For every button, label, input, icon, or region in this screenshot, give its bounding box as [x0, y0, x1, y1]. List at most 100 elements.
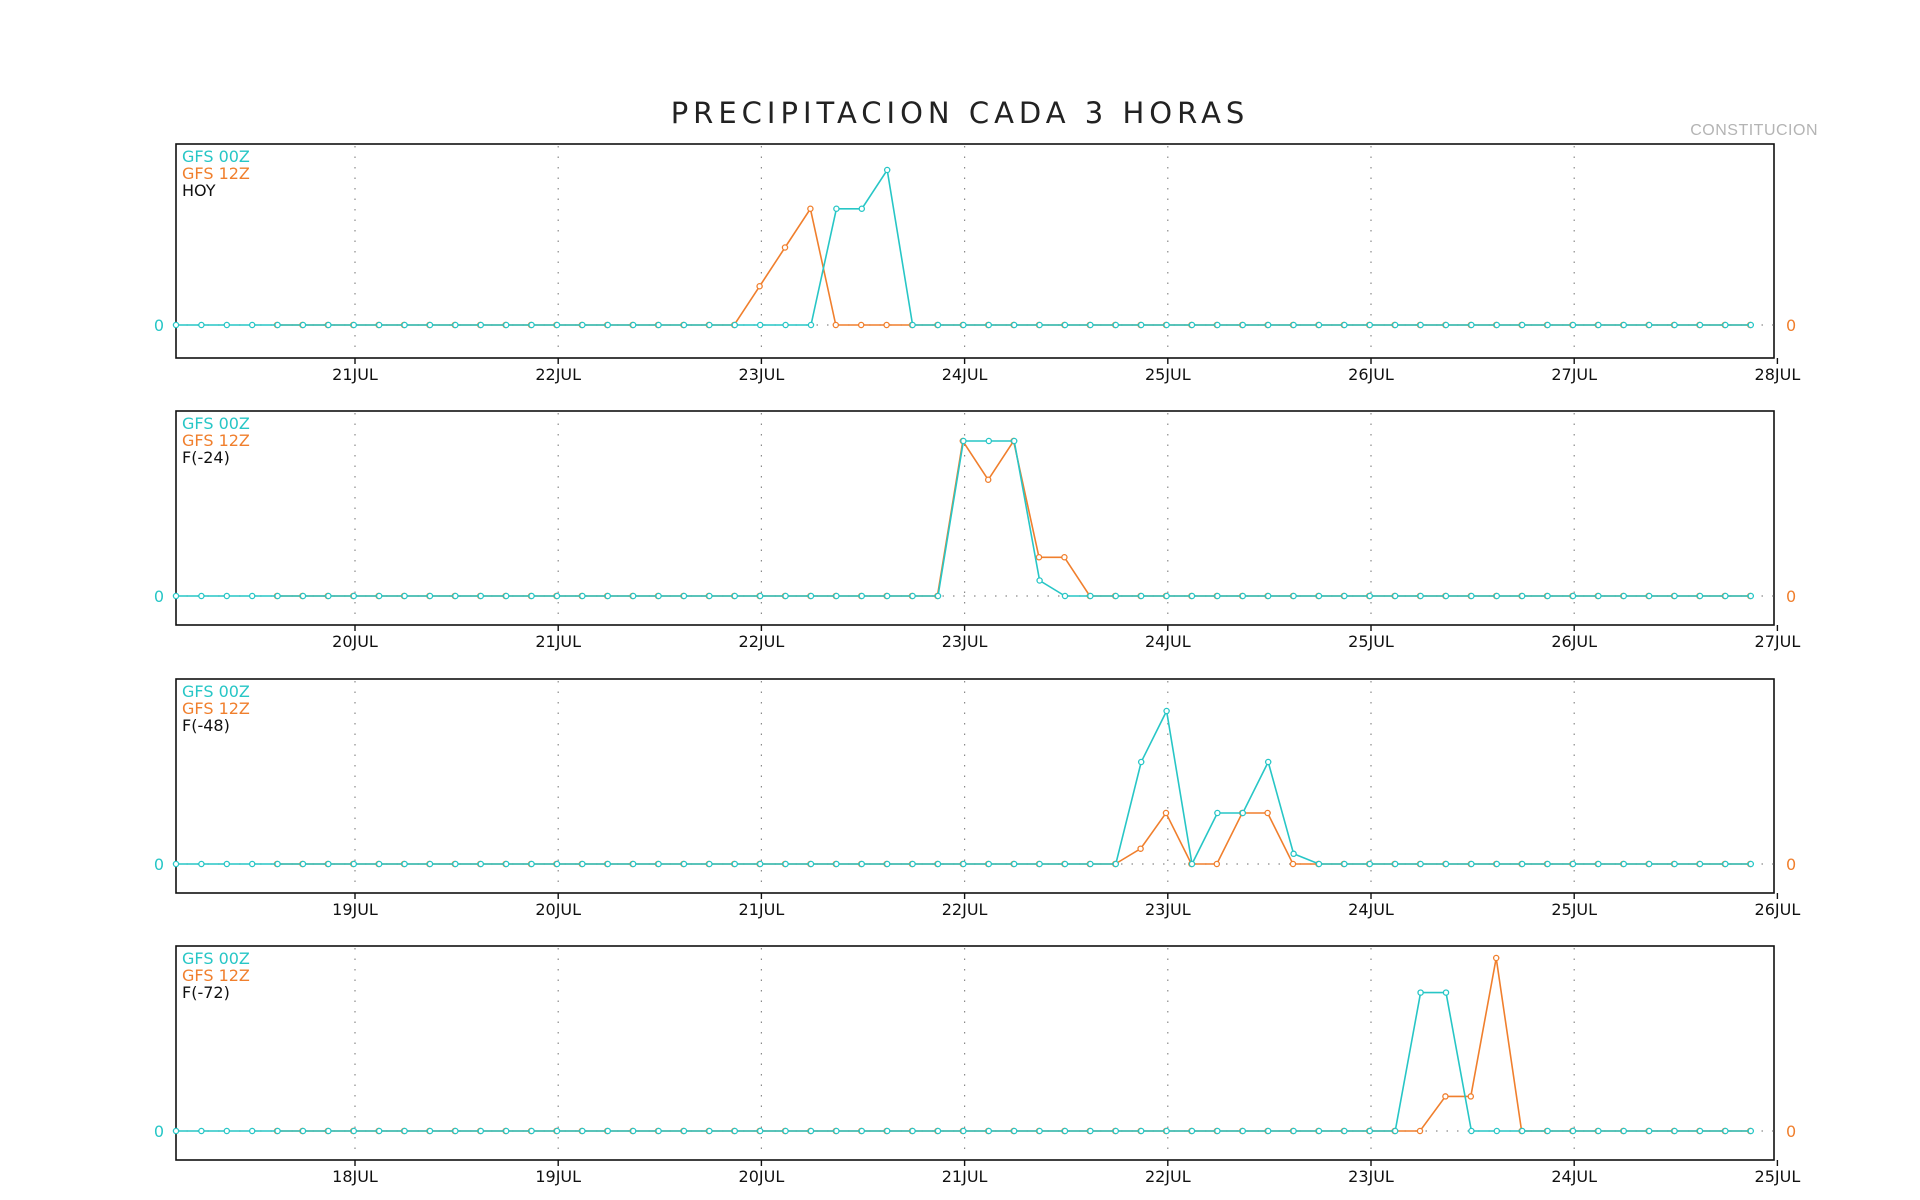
series-gfs00z-point	[274, 592, 281, 600]
series-gfs00z-point	[1696, 321, 1704, 329]
series-gfs00z-point	[223, 592, 231, 600]
series-gfs00z-point	[1137, 592, 1145, 600]
series-gfs00z-point	[655, 592, 662, 600]
series-gfs00z-point	[223, 1127, 231, 1135]
legend-run-label: HOY	[182, 181, 216, 200]
series-gfs00z-point	[1747, 860, 1755, 868]
series-gfs00z-point	[477, 321, 485, 329]
x-tick-label: 21JUL	[535, 632, 581, 651]
series-gfs00z-point	[680, 1127, 688, 1135]
x-tick-label: 25JUL	[1755, 1167, 1801, 1186]
series-gfs00z-point	[629, 1127, 637, 1135]
series-gfs00z-point	[883, 592, 891, 600]
series-gfs00z-point	[1163, 1127, 1170, 1135]
series-gfs00z-point	[1341, 321, 1348, 329]
series-gfs12z-point	[1442, 1093, 1449, 1100]
series-gfs00z-point	[1036, 860, 1043, 868]
series-gfs00z-point	[934, 1127, 942, 1135]
series-gfs00z-point	[1290, 1127, 1297, 1135]
series-gfs00z-point	[274, 860, 281, 868]
series-gfs00z-point	[528, 860, 535, 868]
series-gfs00z-point	[909, 592, 916, 600]
series-gfs00z-point	[1391, 321, 1399, 329]
series-gfs12z	[277, 957, 1751, 1132]
series-gfs00z-point	[1036, 1127, 1043, 1135]
series-gfs00z-point	[452, 1127, 459, 1135]
series-gfs00z-point	[1620, 592, 1628, 600]
series-gfs00z-point	[1137, 758, 1145, 766]
legend-item: GFS 00Z	[182, 147, 250, 166]
x-tick-label: 21JUL	[739, 900, 785, 919]
series-gfs00z-point	[1087, 860, 1094, 868]
series-gfs00z-point	[1188, 321, 1196, 329]
series-gfs00z-point	[401, 1127, 408, 1135]
series-gfs00z-point	[1391, 860, 1399, 868]
series-gfs00z-point	[1214, 592, 1221, 600]
series-gfs00z-point	[1595, 860, 1602, 868]
series-gfs00z-point	[934, 592, 942, 600]
series-gfs00z-point	[579, 592, 586, 600]
series-gfs00z-point	[731, 321, 739, 329]
y-label-right: 0	[1786, 587, 1796, 606]
legend-item: GFS 00Z	[182, 414, 250, 433]
series-gfs00z-point	[1518, 1127, 1526, 1135]
series-gfs00z-point	[1036, 321, 1043, 329]
series-gfs00z-point	[325, 1127, 332, 1135]
panel-frame	[175, 678, 1775, 894]
series-gfs00z	[176, 167, 1751, 326]
series-gfs00z-point	[1747, 321, 1755, 329]
series-gfs00z-point	[1468, 1127, 1475, 1135]
x-tick-label: 26JUL	[1348, 365, 1394, 384]
series-gfs00z-point	[833, 1127, 840, 1135]
series-gfs00z-point	[1366, 860, 1374, 868]
series-gfs00z-point	[1645, 592, 1653, 600]
series-gfs00z-point	[1087, 321, 1094, 329]
series-gfs00z-point	[1747, 592, 1755, 600]
series-gfs00z-point	[198, 321, 205, 329]
x-tick-label: 22JUL	[535, 365, 581, 384]
series-gfs00z-point	[1366, 1127, 1374, 1135]
series-gfs00z-point	[1747, 1127, 1755, 1135]
series-gfs00z-point	[756, 1127, 764, 1135]
series-gfs00z-point	[1061, 592, 1069, 600]
y-label-left: 0	[154, 587, 164, 606]
series-gfs00z-point	[1442, 592, 1450, 600]
series-gfs00z-point	[1645, 321, 1653, 329]
series-gfs00z-point	[756, 321, 764, 329]
series-gfs00z-point	[807, 860, 815, 868]
series-gfs00z-point	[299, 1127, 307, 1135]
x-tick-label: 26JUL	[1551, 632, 1597, 651]
series-gfs00z-point	[1518, 321, 1526, 329]
x-tick-label: 22JUL	[739, 632, 785, 651]
x-tick-label: 24JUL	[1551, 1167, 1597, 1186]
series-gfs00z	[176, 991, 1751, 1132]
series-gfs00z-point	[1188, 1127, 1196, 1135]
panel-frame	[175, 143, 1775, 359]
series-gfs00z-point	[807, 592, 815, 600]
series-gfs00z-point	[629, 592, 637, 600]
series-gfs12z-point	[756, 282, 763, 290]
series-gfs00z-point	[172, 321, 180, 329]
series-gfs00z-point	[1010, 437, 1018, 445]
y-label-left: 0	[154, 855, 164, 874]
series-gfs00z-point	[477, 1127, 485, 1135]
series-gfs00z-point	[502, 860, 510, 868]
x-tick-label: 27JUL	[1551, 365, 1597, 384]
series-gfs00z-point	[1417, 860, 1424, 868]
series-gfs00z-point	[198, 592, 205, 600]
series-gfs00z-point	[960, 321, 967, 329]
series-gfs00z-point	[325, 860, 332, 868]
series-gfs00z-point	[553, 321, 561, 329]
series-gfs00z-point	[1366, 321, 1374, 329]
series-gfs00z-point	[680, 592, 688, 600]
series-gfs00z-point	[1290, 592, 1297, 600]
series-gfs00z-point	[960, 860, 967, 868]
series-gfs00z-point	[350, 1127, 358, 1135]
x-tick-label: 27JUL	[1755, 632, 1801, 651]
series-gfs00z-point	[1468, 592, 1475, 600]
series-gfs00z-point	[172, 1127, 180, 1135]
series-gfs00z-point	[655, 860, 662, 868]
series-gfs00z-point	[1239, 1127, 1247, 1135]
series-gfs00z-point	[299, 592, 307, 600]
legend-item: GFS 12Z	[182, 966, 250, 985]
